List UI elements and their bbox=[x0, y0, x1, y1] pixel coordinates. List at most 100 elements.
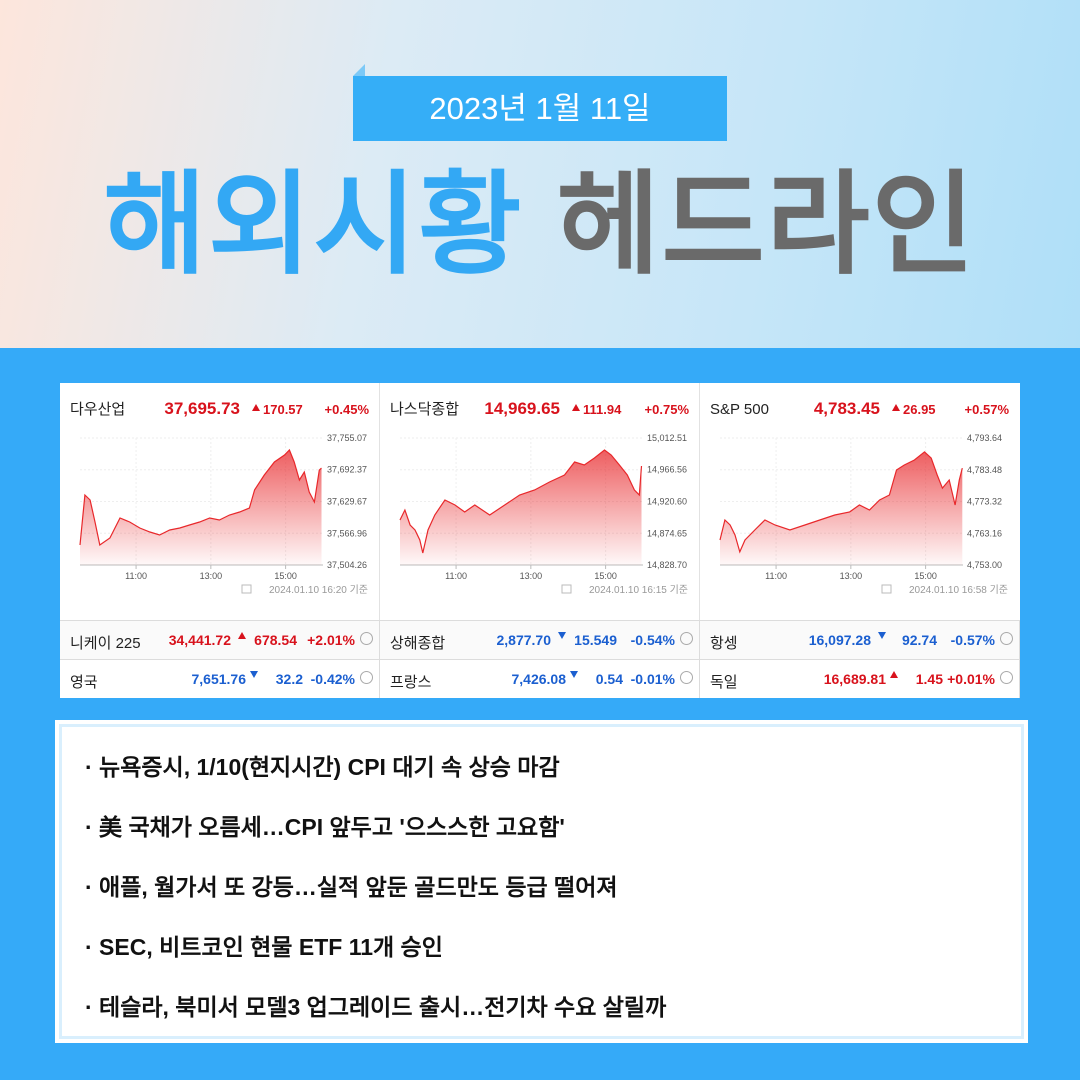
index-name: 상해종합 bbox=[390, 635, 446, 652]
y-tick-label: 4,773.32 bbox=[967, 497, 1002, 507]
area bbox=[80, 450, 322, 565]
y-tick-label: 37,629.67 bbox=[327, 496, 367, 506]
y-tick-label: 14,874.65 bbox=[647, 528, 687, 538]
page-title: 해외시황 헤드라인 bbox=[0, 160, 1080, 290]
index-percent: -0.57% bbox=[950, 632, 995, 648]
index-name: S&P 500 bbox=[710, 401, 769, 418]
change-arrow bbox=[570, 671, 578, 678]
y-tick-label: 14,828.70 bbox=[647, 560, 687, 570]
index-percent: +0.45% bbox=[325, 402, 370, 417]
index-price: 34,441.72 bbox=[168, 632, 231, 648]
expand-icon bbox=[360, 671, 373, 684]
index-price: 14,969.65 bbox=[484, 399, 560, 418]
line bbox=[79, 448, 322, 547]
change-arrow bbox=[890, 671, 898, 678]
timestamp: 2024.01.10 16:58 기준 bbox=[909, 584, 1008, 596]
y-tick-label: 14,920.60 bbox=[647, 497, 687, 507]
index-change: 0.54 bbox=[595, 671, 623, 687]
headline: · 애플, 월가서 또 강등…실적 앞둔 골드만도 등급 떨어져 bbox=[85, 874, 618, 900]
expand-icon bbox=[360, 632, 373, 645]
chart-card: S&P 500 4,783.45 26.95 +0.57% 4,793.64 4,783.… bbox=[700, 383, 1020, 620]
x-tick-label: 11:00 bbox=[445, 571, 467, 581]
timestamp: 2024.01.10 16:20 기준 bbox=[269, 584, 368, 596]
clock-icon bbox=[561, 584, 572, 594]
index-price: 7,426.08 bbox=[511, 671, 567, 687]
chart: 나스닥종합 14,969.65 111.94 +0.75% 15,012.51 14,96… bbox=[390, 383, 700, 620]
y-tick-label: 15,012.51 bbox=[647, 433, 687, 443]
area bbox=[400, 450, 642, 565]
x-tick-label: 15:00 bbox=[594, 571, 617, 581]
y-tick-label: 37,566.96 bbox=[327, 528, 367, 538]
change-arrow bbox=[250, 671, 258, 678]
headline: · 美 국채가 오름세…CPI 앞두고 '으스스한 고요함' bbox=[85, 814, 565, 840]
market-panel: 다우산업 37,695.73 170.57 +0.45% 37,755.07 37,692… bbox=[60, 383, 1020, 698]
header: 2023년 1월 11일 해외시황 헤드라인 bbox=[0, 0, 1080, 348]
headline-box: · 뉴욕증시, 1/10(현지시간) CPI 대기 속 상승 마감 · 美 국채가… bbox=[55, 720, 1028, 1043]
index-name: 나스닥종합 bbox=[390, 401, 459, 418]
line bbox=[719, 451, 963, 554]
index-change: 111.94 bbox=[583, 402, 622, 417]
chart-card: 나스닥종합 14,969.65 111.94 +0.75% 15,012.51 14,96… bbox=[380, 383, 700, 620]
expand-icon bbox=[680, 632, 693, 645]
index-change: 26.95 bbox=[903, 402, 936, 417]
index-change: 1.45 bbox=[915, 671, 943, 687]
expand-icon bbox=[1000, 671, 1013, 684]
x-tick-label: 15:00 bbox=[274, 571, 297, 581]
change-arrow bbox=[892, 404, 900, 411]
index-name: 프랑스 bbox=[390, 674, 432, 691]
headline: · 테슬라, 북미서 모델3 업그레이드 출시…전기차 수요 살릴까 bbox=[85, 994, 667, 1020]
change-arrow bbox=[572, 404, 580, 411]
chart: S&P 500 4,783.45 26.95 +0.57% 4,793.64 4,783.… bbox=[710, 399, 1009, 596]
index-percent: +0.75% bbox=[645, 402, 690, 417]
y-tick-label: 14,966.56 bbox=[647, 465, 687, 475]
index-cell: 독일 16,689.81 1.45 +0.01% bbox=[700, 660, 1020, 698]
y-tick-label: 37,755.07 bbox=[327, 433, 367, 443]
clock-icon bbox=[881, 584, 892, 594]
index-price: 37,695.73 bbox=[164, 399, 240, 418]
index-price: 7,651.76 bbox=[191, 671, 247, 687]
date-badge: 2023년 1월 11일 bbox=[353, 64, 727, 141]
title-gray: 헤드라인 bbox=[556, 162, 977, 287]
index-name: 니케이 225 bbox=[70, 635, 141, 652]
expand-icon bbox=[680, 671, 693, 684]
index-name: 항셍 bbox=[710, 635, 738, 652]
index-percent: -0.01% bbox=[630, 671, 675, 687]
index-name: 독일 bbox=[710, 674, 738, 691]
y-tick-label: 4,793.64 bbox=[967, 433, 1002, 443]
line bbox=[399, 449, 643, 554]
x-tick-label: 13:00 bbox=[520, 571, 543, 581]
y-tick-label: 4,753.00 bbox=[967, 560, 1002, 570]
area bbox=[720, 451, 963, 565]
index-price: 16,097.28 bbox=[808, 632, 871, 648]
index-change: 678.54 bbox=[254, 632, 297, 648]
index-change: 32.2 bbox=[275, 671, 303, 687]
index-price: 16,689.81 bbox=[823, 671, 886, 687]
change-arrow bbox=[238, 632, 246, 639]
x-tick-label: 13:00 bbox=[200, 571, 223, 581]
index-change: 170.57 bbox=[263, 402, 303, 417]
title-blue: 해외시황 bbox=[103, 162, 524, 287]
change-arrow bbox=[252, 404, 260, 411]
x-tick-label: 13:00 bbox=[840, 571, 863, 581]
index-percent: +2.01% bbox=[307, 632, 355, 648]
index-price: 2,877.70 bbox=[496, 632, 552, 648]
y-tick-label: 4,783.48 bbox=[967, 465, 1002, 475]
clock-icon bbox=[241, 584, 252, 594]
index-cell: 영국 7,651.76 32.2 -0.42% bbox=[60, 660, 380, 698]
index-price: 4,783.45 bbox=[814, 399, 880, 418]
index-percent: -0.42% bbox=[310, 671, 355, 687]
y-tick-label: 37,692.37 bbox=[327, 465, 367, 475]
timestamp: 2024.01.10 16:15 기준 bbox=[589, 584, 688, 596]
index-change: 15.549 bbox=[574, 632, 617, 648]
index-cell: 니케이 225 34,441.72 678.54 +2.01% bbox=[60, 621, 380, 659]
y-tick-label: 37,504.26 bbox=[327, 560, 367, 570]
headline: · 뉴욕증시, 1/10(현지시간) CPI 대기 속 상승 마감 bbox=[85, 754, 560, 780]
chart-card: 다우산업 37,695.73 170.57 +0.45% 37,755.07 37,692… bbox=[60, 383, 380, 620]
index-name: 영국 bbox=[70, 674, 98, 691]
x-tick-label: 11:00 bbox=[125, 571, 147, 581]
index-row: 니케이 225 34,441.72 678.54 +2.01% 상해종합 2,877.70… bbox=[60, 620, 1020, 659]
index-percent: -0.54% bbox=[630, 632, 675, 648]
headline: · SEC, 비트코인 현물 ETF 11개 승인 bbox=[85, 934, 443, 960]
index-change: 92.74 bbox=[901, 632, 937, 648]
